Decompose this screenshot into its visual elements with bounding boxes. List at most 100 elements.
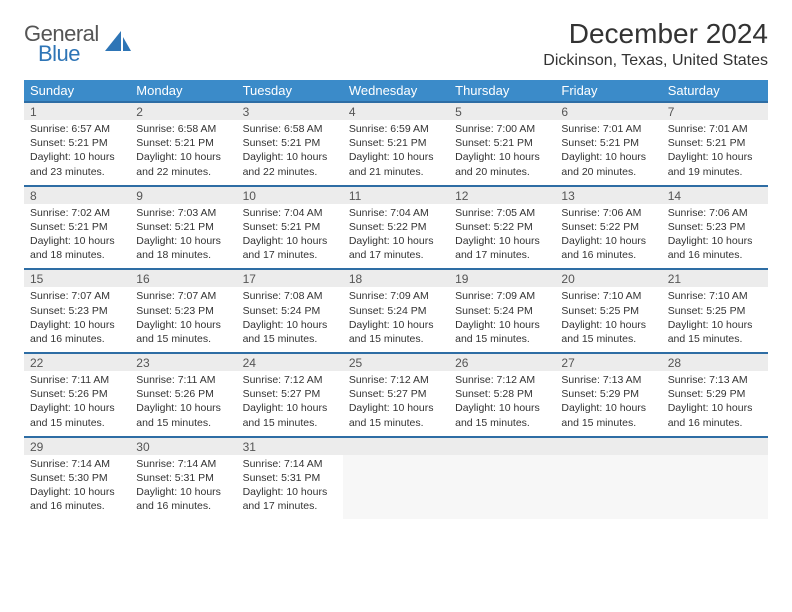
brand-line2: Blue [38, 44, 99, 64]
sunrise-line: Sunrise: 6:59 AM [349, 122, 443, 136]
day-number: 21 [662, 269, 768, 287]
page-title: December 2024 [543, 18, 768, 50]
day-number: 29 [24, 437, 130, 455]
sunset-line: Sunset: 5:29 PM [668, 387, 762, 401]
day-cell: Sunrise: 7:13 AMSunset: 5:29 PMDaylight:… [662, 371, 768, 437]
week-body-row: Sunrise: 7:02 AMSunset: 5:21 PM Daylight:… [24, 204, 768, 270]
brand-logo: General Blue [24, 24, 131, 64]
daylight-line: Daylight: 10 hours and 15 minutes. [668, 318, 762, 346]
day-cell: Sunrise: 7:07 AMSunset: 5:23 PMDaylight:… [24, 287, 130, 353]
sunrise-line: Sunrise: 6:57 AM [30, 122, 124, 136]
sunrise-line: Sunrise: 7:06 AM [668, 206, 762, 220]
day-number: 22 [24, 353, 130, 371]
day-cell [343, 455, 449, 520]
day-number: 14 [662, 186, 768, 204]
week-body-row: Sunrise: 7:11 AMSunset: 5:26 PMDaylight:… [24, 371, 768, 437]
daylight-line: Daylight: 10 hours and 15 minutes. [136, 401, 230, 429]
day-cell: Sunrise: 7:12 AMSunset: 5:28 PMDaylight:… [449, 371, 555, 437]
day-number: 17 [237, 269, 343, 287]
location-text: Dickinson, Texas, United States [543, 52, 768, 70]
day-cell: Sunrise: 7:11 AMSunset: 5:26 PMDaylight:… [130, 371, 236, 437]
week-body-row: Sunrise: 6:57 AMSunset: 5:21 PMDaylight:… [24, 120, 768, 186]
day-number: 19 [449, 269, 555, 287]
day-number: 20 [555, 269, 661, 287]
sunset-line: Sunset: 5:31 PM [136, 471, 230, 485]
day-cell: Sunrise: 7:04 AMSunset: 5:21 PMDaylight:… [237, 204, 343, 270]
day-cell: Sunrise: 7:12 AMSunset: 5:27 PMDaylight:… [237, 371, 343, 437]
day-number: 2 [130, 102, 236, 120]
day-number: 11 [343, 186, 449, 204]
sunrise-line: Sunrise: 7:05 AM [455, 206, 549, 220]
day-cell: Sunrise: 7:06 AMSunset: 5:22 PMDaylight:… [555, 204, 661, 270]
sail-icon [105, 31, 131, 58]
daylight-line: Daylight: 10 hours and 22 minutes. [136, 150, 230, 178]
day-number: 7 [662, 102, 768, 120]
day-number: 27 [555, 353, 661, 371]
day-number: 12 [449, 186, 555, 204]
day-number: 15 [24, 269, 130, 287]
day-number [343, 437, 449, 455]
sunset-line: Sunset: 5:31 PM [243, 471, 337, 485]
day-cell: Sunrise: 7:09 AMSunset: 5:24 PMDaylight:… [449, 287, 555, 353]
sunrise-line: Sunrise: 7:14 AM [30, 457, 124, 471]
day-number [555, 437, 661, 455]
day-cell: Sunrise: 7:01 AMSunset: 5:21 PMDaylight:… [555, 120, 661, 186]
day-cell [662, 455, 768, 520]
sunrise-line: Sunrise: 6:58 AM [243, 122, 337, 136]
day-cell: Sunrise: 7:14 AMSunset: 5:31 PMDaylight:… [237, 455, 343, 520]
sunrise-line: Sunrise: 7:12 AM [455, 373, 549, 387]
day-number: 8 [24, 186, 130, 204]
sunrise-line: Sunrise: 7:04 AM [349, 206, 443, 220]
sunset-line: Sunset: 5:24 PM [349, 304, 443, 318]
day-cell: Sunrise: 7:06 AMSunset: 5:23 PMDaylight:… [662, 204, 768, 270]
day-number: 9 [130, 186, 236, 204]
sunset-line: Sunset: 5:30 PM [30, 471, 124, 485]
day-cell: Sunrise: 7:02 AMSunset: 5:21 PMDaylight:… [24, 204, 130, 270]
day-number: 1 [24, 102, 130, 120]
sunset-line: Sunset: 5:21 PM [243, 136, 337, 150]
sunrise-line: Sunrise: 7:00 AM [455, 122, 549, 136]
day-number: 10 [237, 186, 343, 204]
day-cell: Sunrise: 7:07 AMSunset: 5:23 PMDaylight:… [130, 287, 236, 353]
weekday-header: Sunday [24, 80, 130, 102]
sunset-line: Sunset: 5:22 PM [455, 220, 549, 234]
sunrise-line: Sunrise: 7:12 AM [349, 373, 443, 387]
daylight-line: Daylight: 10 hours and 15 minutes. [30, 401, 124, 429]
sunset-line: Sunset: 5:22 PM [349, 220, 443, 234]
sunset-line: Sunset: 5:23 PM [30, 304, 124, 318]
day-number [449, 437, 555, 455]
weekday-header: Thursday [449, 80, 555, 102]
daylight-line: Daylight: 10 hours and 17 minutes. [349, 234, 443, 262]
day-cell: Sunrise: 7:14 AMSunset: 5:30 PMDaylight:… [24, 455, 130, 520]
day-number: 16 [130, 269, 236, 287]
day-cell: Sunrise: 7:14 AMSunset: 5:31 PMDaylight:… [130, 455, 236, 520]
daylight-line: Daylight: 10 hours and 15 minutes. [243, 318, 337, 346]
sunset-line: Sunset: 5:21 PM [30, 220, 124, 234]
header: General Blue December 2024 Dickinson, Te… [24, 18, 768, 70]
daylight-line: Daylight: 10 hours and 19 minutes. [668, 150, 762, 178]
day-cell: Sunrise: 7:04 AMSunset: 5:22 PMDaylight:… [343, 204, 449, 270]
sunrise-line: Sunrise: 7:14 AM [136, 457, 230, 471]
sunset-line: Sunset: 5:24 PM [455, 304, 549, 318]
sunset-line: Sunset: 5:21 PM [30, 136, 124, 150]
daylight-line: Daylight: 10 hours and 15 minutes. [349, 401, 443, 429]
day-number [662, 437, 768, 455]
daylight-line: Daylight: 10 hours and 16 minutes. [561, 234, 655, 262]
daylight-line: Daylight: 10 hours and 23 minutes. [30, 150, 124, 178]
day-cell: Sunrise: 6:59 AMSunset: 5:21 PMDaylight:… [343, 120, 449, 186]
daylight-line: Daylight: 10 hours and 16 minutes. [30, 318, 124, 346]
daylight-line: Daylight: 10 hours and 16 minutes. [30, 485, 124, 513]
day-cell: Sunrise: 7:11 AMSunset: 5:26 PMDaylight:… [24, 371, 130, 437]
sunrise-line: Sunrise: 7:06 AM [561, 206, 655, 220]
daylight-line: Daylight: 10 hours and 18 minutes. [136, 234, 230, 262]
day-number: 18 [343, 269, 449, 287]
day-cell: Sunrise: 7:10 AMSunset: 5:25 PMDaylight:… [662, 287, 768, 353]
day-number: 31 [237, 437, 343, 455]
sunrise-line: Sunrise: 7:02 AM [30, 206, 124, 220]
daylight-line: Daylight: 10 hours and 17 minutes. [243, 234, 337, 262]
day-number: 26 [449, 353, 555, 371]
day-cell: Sunrise: 7:10 AMSunset: 5:25 PMDaylight:… [555, 287, 661, 353]
daylight-line: Daylight: 10 hours and 15 minutes. [455, 318, 549, 346]
sunrise-line: Sunrise: 7:08 AM [243, 289, 337, 303]
day-number: 4 [343, 102, 449, 120]
